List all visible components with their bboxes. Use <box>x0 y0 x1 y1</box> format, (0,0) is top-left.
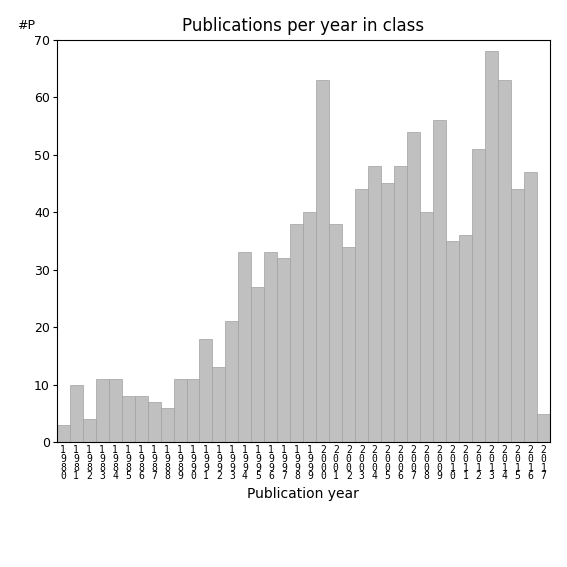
Bar <box>459 235 472 442</box>
Bar <box>160 408 174 442</box>
Bar <box>277 258 290 442</box>
Bar <box>356 189 368 442</box>
Bar <box>264 252 277 442</box>
Bar <box>290 224 303 442</box>
Bar <box>407 132 420 442</box>
Bar <box>83 419 96 442</box>
Bar <box>537 413 550 442</box>
Title: Publications per year in class: Publications per year in class <box>182 18 425 35</box>
Bar <box>524 172 537 442</box>
Bar <box>57 425 70 442</box>
Bar <box>239 252 251 442</box>
Bar <box>187 379 200 442</box>
Text: #P: #P <box>17 19 35 32</box>
Bar <box>147 402 160 442</box>
Bar <box>498 80 511 442</box>
Bar <box>485 51 498 442</box>
Bar <box>134 396 147 442</box>
Bar <box>174 379 187 442</box>
Bar <box>342 247 356 442</box>
Bar <box>121 396 134 442</box>
Bar <box>511 189 524 442</box>
Bar <box>420 212 433 442</box>
Bar <box>213 367 226 442</box>
Bar <box>109 379 121 442</box>
Bar <box>472 149 485 442</box>
Bar <box>446 241 459 442</box>
Bar <box>70 385 83 442</box>
Bar <box>251 287 264 442</box>
Bar <box>394 166 407 442</box>
X-axis label: Publication year: Publication year <box>247 487 359 501</box>
Bar <box>303 212 316 442</box>
Bar <box>316 80 329 442</box>
Bar <box>200 338 213 442</box>
Bar <box>381 184 394 442</box>
Bar <box>433 120 446 442</box>
Bar <box>368 166 381 442</box>
Bar <box>329 224 342 442</box>
Bar <box>226 321 239 442</box>
Bar <box>96 379 109 442</box>
